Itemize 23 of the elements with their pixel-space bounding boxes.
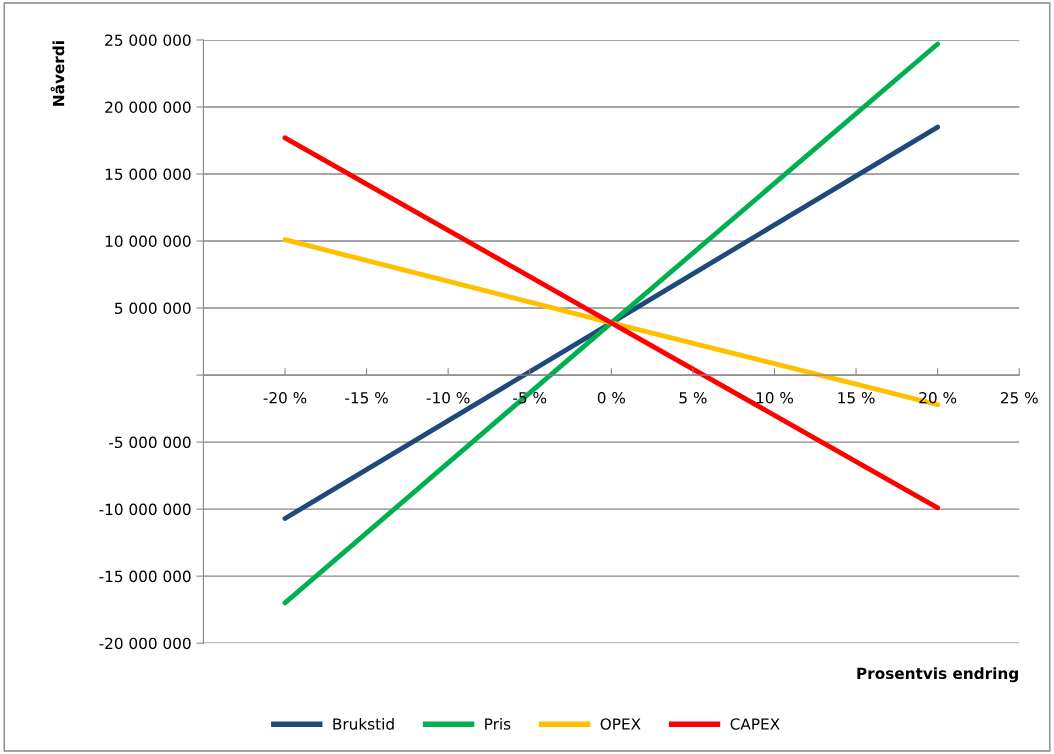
y-tick-label: -10 000 000 xyxy=(99,503,191,516)
y-axis-title: Nåverdi xyxy=(50,41,65,106)
y-tick-label: 25 000 000 xyxy=(105,34,191,46)
legend-label: CAPEX xyxy=(730,718,780,730)
legend-label: Brukstid xyxy=(333,717,394,730)
y-tick-label: -20 000 000 xyxy=(99,637,191,650)
y-tick-label: 10 000 000 xyxy=(105,235,191,248)
x-tick-label: 15 % xyxy=(838,392,875,404)
x-tick-label: -20 % xyxy=(263,392,307,404)
y-tick-label: 5 000 000 xyxy=(115,302,191,315)
x-tick-label: 10 % xyxy=(756,392,794,404)
x-tick-label: 25 % xyxy=(1000,392,1038,404)
x-tick-label: 5 % xyxy=(679,392,707,404)
legend-label: OPEX xyxy=(600,718,641,730)
y-tick-label: -5 000 000 xyxy=(109,436,191,449)
legend-label: Pris xyxy=(485,717,511,730)
x-tick-label: 0 % xyxy=(597,392,626,404)
y-tick-label: 15 000 000 xyxy=(105,168,191,181)
y-tick-label: -15 000 000 xyxy=(99,570,191,583)
y-tick-label: 20 000 000 xyxy=(105,101,191,114)
x-tick-label: -10 % xyxy=(426,392,470,404)
x-axis-title: Prosentvis endring xyxy=(857,667,1018,683)
x-tick-label: -15 % xyxy=(345,392,388,404)
